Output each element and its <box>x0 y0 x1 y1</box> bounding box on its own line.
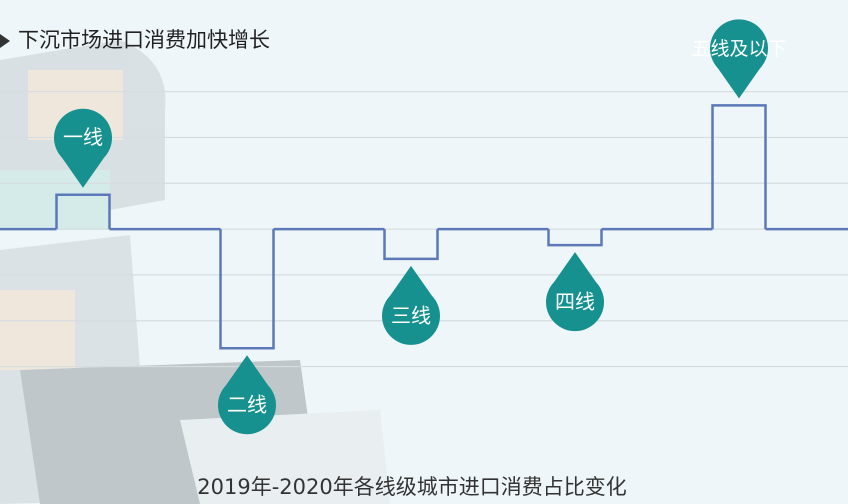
category-label: 三线 <box>391 303 431 327</box>
category-label: 一线 <box>63 125 103 149</box>
category-label: 二线 <box>227 393 267 417</box>
category-label: 五线及以下 <box>691 38 786 60</box>
category-label: 四线 <box>555 290 595 314</box>
chart: 下沉市场进口消费加快增长 2019年-2020年各线级城市进口消费占比变化 一线… <box>0 0 848 504</box>
chart-title: 下沉市场进口消费加快增长 <box>18 28 270 52</box>
chart-caption: 2019年-2020年各线级城市进口消费占比变化 <box>197 475 626 499</box>
